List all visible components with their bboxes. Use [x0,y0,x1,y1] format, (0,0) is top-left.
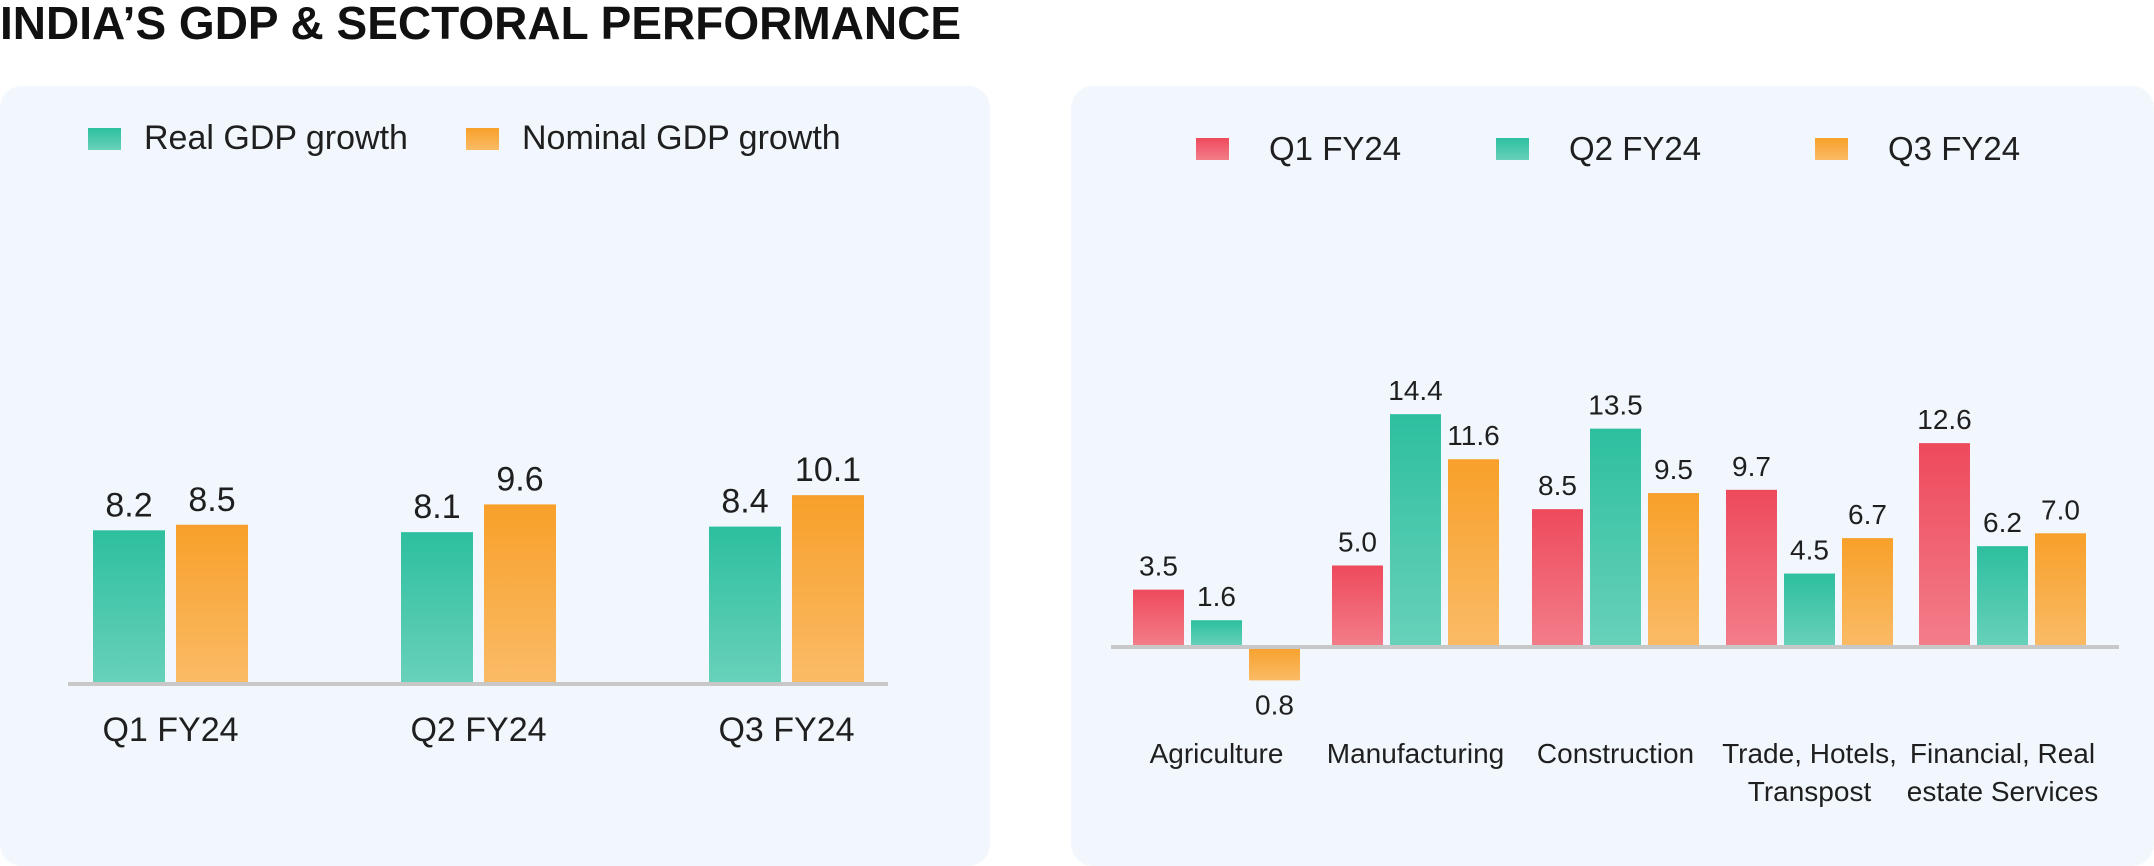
data-label-nominal-gdp-growth-q2-fy24: 9.6 [496,460,543,498]
legend-swatch-nominal-gdp-growth [466,128,499,150]
bar-q1-fy24-trade-hotels-transpost [1726,489,1777,646]
x-tick-label-financial-real-estate-services-line-2: estate Services [1907,776,2098,807]
legend-label-q2-fy24: Q2 FY24 [1569,130,1701,167]
x-tick-label-manufacturing: Manufacturing [1327,738,1504,769]
data-label-real-gdp-growth-q2-fy24: 8.1 [413,488,460,526]
bar-q3-fy24-trade-hotels-transpost [1842,538,1893,646]
data-label-q1-fy24-financial-real-estate-services: 12.6 [1917,404,1972,435]
bar-nominal-gdp-growth-q1-fy24 [176,524,248,682]
bar-nominal-gdp-growth-q3-fy24 [792,495,864,682]
data-label-q1-fy24-manufacturing: 5.0 [1338,527,1377,558]
bar-q2-fy24-construction [1590,428,1641,646]
gdp-growth-panel: Real GDP growth Nominal GDP growth 8.2 8.5 Q… [0,86,990,866]
bar-real-gdp-growth-q1-fy24 [93,530,165,682]
x-tick-label-q1-fy24: Q1 FY24 [102,711,238,749]
bar-q3-fy24-agriculture [1249,646,1300,681]
x-tick-label-construction: Construction [1537,738,1694,769]
data-label-q3-fy24-construction: 9.5 [1654,454,1693,485]
data-label-q1-fy24-agriculture: 3.5 [1139,551,1178,582]
data-label-q2-fy24-construction: 13.5 [1588,390,1643,421]
data-label-nominal-gdp-growth-q3-fy24: 10.1 [795,451,861,489]
page-title: INDIA’S GDP & SECTORAL PERFORMANCE [0,0,962,49]
data-label-q2-fy24-financial-real-estate-services: 6.2 [1983,507,2022,538]
x-tick-label-agriculture: Agriculture [1150,738,1284,769]
data-label-q3-fy24-agriculture: 0.8 [1255,689,1294,720]
bar-q2-fy24-financial-real-estate-services [1977,546,2028,646]
x-tick-label-q3-fy24: Q3 FY24 [718,711,854,749]
data-label-nominal-gdp-growth-q1-fy24: 8.5 [188,481,235,519]
legend-swatch-q1-fy24 [1196,138,1229,160]
data-label-q3-fy24-manufacturing: 11.6 [1447,420,1499,451]
x-tick-label-financial-real-estate-services-line-1: Financial, Real [1910,738,2095,769]
sectoral-growth-chart: Q1 FY24 Q2 FY24 Q3 FY24 3.5 1.6 0.8 Agricultur… [1111,130,2119,807]
legend-label-q3-fy24: Q3 FY24 [1888,130,2020,167]
bar-q2-fy24-manufacturing [1390,414,1441,646]
data-label-real-gdp-growth-q3-fy24: 8.4 [721,483,768,521]
legend-label-nominal-gdp-growth: Nominal GDP growth [522,119,841,157]
x-tick-label-trade-hotels-transpost-line-1: Trade, Hotels, [1722,738,1897,769]
data-label-q1-fy24-construction: 8.5 [1538,470,1577,501]
bar-q1-fy24-agriculture [1133,589,1184,646]
data-label-q3-fy24-trade-hotels-transpost: 6.7 [1848,499,1887,530]
bar-real-gdp-growth-q3-fy24 [709,526,781,682]
data-label-q2-fy24-trade-hotels-transpost: 4.5 [1790,535,1829,566]
sectoral-performance-panel: Q1 FY24 Q2 FY24 Q3 FY24 3.5 1.6 0.8 Agricultur… [1071,86,2154,866]
bar-nominal-gdp-growth-q2-fy24 [484,504,556,682]
data-label-q1-fy24-trade-hotels-transpost: 9.7 [1732,451,1771,482]
x-tick-label-trade-hotels-transpost-line-2: Transpost [1748,776,1872,807]
gdp-growth-chart: Real GDP growth Nominal GDP growth 8.2 8.5 Q… [68,119,888,749]
data-label-q2-fy24-manufacturing: 14.4 [1388,375,1443,406]
bar-q1-fy24-financial-real-estate-services [1919,443,1970,646]
bar-q1-fy24-construction [1532,509,1583,646]
bar-q2-fy24-trade-hotels-transpost [1784,573,1835,646]
data-label-real-gdp-growth-q1-fy24: 8.2 [105,486,152,524]
bar-q2-fy24-agriculture [1191,620,1242,646]
legend-swatch-q2-fy24 [1496,138,1529,160]
x-tick-label-q2-fy24: Q2 FY24 [410,711,546,749]
bar-q3-fy24-manufacturing [1448,459,1499,646]
bar-q3-fy24-financial-real-estate-services [2035,533,2086,646]
data-label-q2-fy24-agriculture: 1.6 [1197,581,1236,612]
legend-label-q1-fy24: Q1 FY24 [1269,130,1401,167]
legend-swatch-real-gdp-growth [88,128,121,150]
bar-q3-fy24-construction [1648,493,1699,646]
data-label-q3-fy24-financial-real-estate-services: 7.0 [2041,494,2080,525]
legend-label-real-gdp-growth: Real GDP growth [144,119,408,157]
bar-q1-fy24-manufacturing [1332,565,1383,646]
bar-real-gdp-growth-q2-fy24 [401,532,473,682]
legend-swatch-q3-fy24 [1815,138,1848,160]
